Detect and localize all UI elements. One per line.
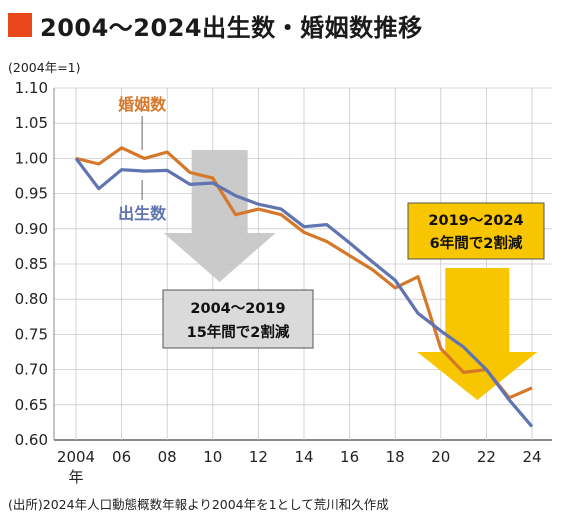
y-tick-label: 0.70 <box>15 361 48 379</box>
yellow-callout-line1: 2019〜2024 <box>428 213 523 229</box>
y-tick-label: 0.80 <box>15 290 48 308</box>
x-axis: 2004 06 08 10 12 14 16 18 20 22 24 年 <box>57 448 542 486</box>
x-tick-label: 12 <box>249 448 268 466</box>
x-tick-label: 16 <box>340 448 359 466</box>
x-tick-label: 10 <box>203 448 222 466</box>
series-line <box>75 146 533 400</box>
x-tick-label: 2004 <box>57 448 95 466</box>
x-tick-label: 08 <box>158 448 177 466</box>
y-tick-label: 0.60 <box>15 431 48 449</box>
gray-down-arrow <box>163 150 276 282</box>
y-unit-label: (2004年=1) <box>8 60 81 75</box>
x-tick-label: 18 <box>386 448 405 466</box>
marriage-series-label: 婚姻数 <box>118 95 167 114</box>
series-lines <box>74 146 534 428</box>
series-line <box>74 157 534 428</box>
yellow-down-arrow <box>417 268 538 400</box>
y-tick-label: 0.75 <box>15 325 48 343</box>
x-tick-label: 24 <box>522 448 541 466</box>
x-tick-label: 14 <box>294 448 313 466</box>
gray-callout-box <box>162 289 314 349</box>
x-tick-sublabel: 年 <box>68 468 83 486</box>
chart-title-bar: 2004〜2024出生数・婚姻数推移 <box>8 8 423 42</box>
yellow-callout-box <box>407 202 545 260</box>
yellow-callout-line2: 6年間で2割減 <box>430 234 523 252</box>
y-tick-label: 0.95 <box>15 185 48 203</box>
gray-callout-line2: 15年間で2割減 <box>187 323 290 341</box>
y-tick-label: 0.90 <box>15 220 48 238</box>
x-tick-label: 22 <box>477 448 496 466</box>
y-axis: 1.10 1.05 1.00 0.95 0.90 0.85 0.80 0.75 0.70 0.65… <box>15 79 48 449</box>
gray-callout-line1: 2004〜2019 <box>190 301 285 317</box>
y-tick-label: 1.00 <box>15 149 48 167</box>
birth-series-label: 出生数 <box>118 204 167 223</box>
title-square-icon <box>8 13 32 37</box>
annotations: 2004〜2019 15年間で2割減 2019〜2024 6年間で2割減 <box>162 202 545 349</box>
y-tick-label: 1.10 <box>15 79 48 97</box>
y-tick-label: 1.05 <box>15 114 48 132</box>
y-tick-label: 0.65 <box>15 396 48 414</box>
x-tick-label: 20 <box>431 448 450 466</box>
chart-title: 2004〜2024出生数・婚姻数推移 <box>40 13 423 42</box>
y-tick-label: 0.85 <box>15 255 48 273</box>
x-tick-label: 06 <box>112 448 131 466</box>
source-note: (出所)2024年人口動態概数年報より2004年を1として荒川和久作成 <box>8 497 389 512</box>
